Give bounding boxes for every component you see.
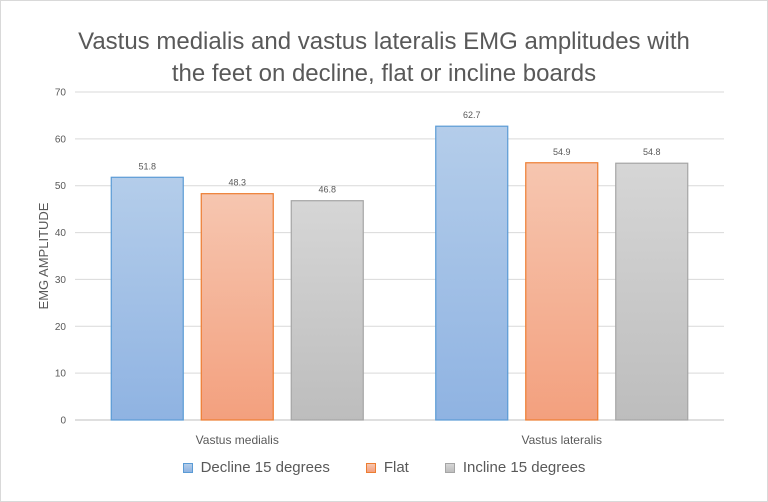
bar <box>200 193 274 421</box>
y-tick-label: 70 <box>55 88 67 99</box>
chart-title-line-1: Vastus medialis and vastus lateralis EMG… <box>78 28 690 55</box>
y-axis-title: EMG AMPLITUDE <box>36 202 51 309</box>
legend: Decline 15 degrees Flat Incline 15 degrees <box>0 459 768 476</box>
data-label: 51.8 <box>138 161 156 171</box>
chart-title: Vastus medialis and vastus lateralis EMG… <box>0 26 768 90</box>
bar <box>110 176 184 421</box>
data-label: 54.8 <box>643 147 661 157</box>
legend-label: Incline 15 degrees <box>462 459 586 476</box>
legend-item: Flat <box>365 459 409 476</box>
x-tick-label: Vastus medialis <box>196 433 279 447</box>
x-tick-label: Vastus lateralis <box>522 433 602 447</box>
legend-label: Flat <box>383 459 409 476</box>
legend-swatch <box>182 462 193 473</box>
chart-title-line-2: the feet on decline, flat or incline boa… <box>171 60 597 87</box>
legend-swatch <box>365 462 376 473</box>
data-label: 46.8 <box>318 185 336 195</box>
bar <box>435 125 509 421</box>
y-tick-label: 50 <box>55 181 67 192</box>
data-label: 54.9 <box>553 147 571 157</box>
legend-item: Incline 15 degrees <box>444 459 586 476</box>
legend-item: Decline 15 degrees <box>182 459 330 476</box>
y-tick-label: 30 <box>55 275 67 286</box>
y-tick-label: 60 <box>55 134 67 145</box>
data-label: 48.3 <box>228 178 246 188</box>
y-tick-label: 20 <box>55 322 67 333</box>
bar <box>615 162 689 421</box>
y-tick-label: 0 <box>60 416 66 427</box>
data-label: 62.7 <box>463 110 481 120</box>
legend-label: Decline 15 degrees <box>200 459 330 476</box>
bar <box>290 200 364 421</box>
legend-swatch <box>444 462 455 473</box>
y-tick-label: 10 <box>55 369 67 380</box>
bar <box>525 162 599 421</box>
y-tick-label: 40 <box>55 228 67 239</box>
